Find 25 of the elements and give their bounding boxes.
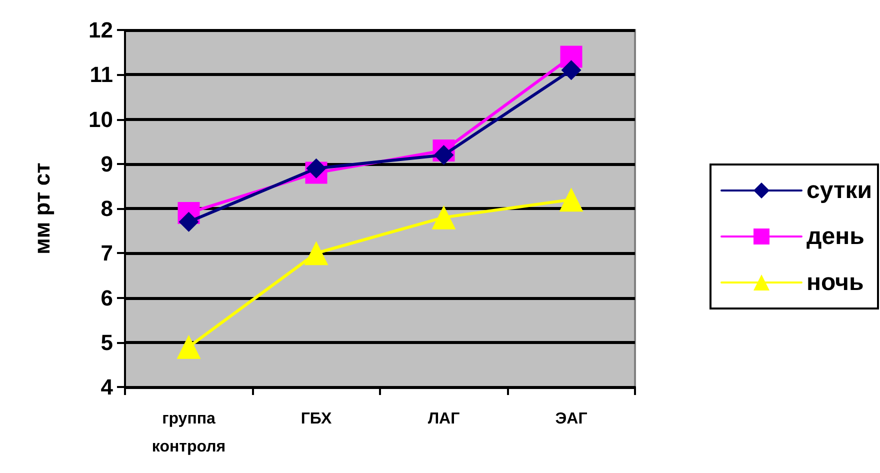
legend-label: ночь: [806, 269, 864, 296]
point: [178, 212, 199, 232]
x-tick-label: ГБХ: [300, 410, 332, 428]
point: [561, 60, 582, 80]
point: [304, 241, 328, 266]
x-tick-label: ЭАГ: [555, 410, 588, 428]
y-tick-label: 5: [100, 330, 113, 355]
legend-label: сутки: [806, 177, 872, 204]
y-tick-label: 6: [100, 285, 113, 310]
point: [432, 205, 456, 230]
y-tick-label: 11: [90, 62, 113, 88]
point: [176, 334, 201, 359]
legend-label: день: [806, 223, 864, 250]
y-tick-label: 4: [100, 374, 114, 400]
point: [559, 188, 584, 212]
y-tick-label: 12: [88, 18, 113, 42]
y-tick-label: 7: [100, 240, 113, 266]
y-tick-label: 8: [100, 196, 113, 221]
point: [434, 144, 454, 165]
y-axis-title: мм рт ст: [30, 162, 54, 254]
y-tick-label: 10: [88, 106, 113, 132]
x-tick-label: ЛАГ: [428, 410, 460, 428]
x-tick-label: группа контроля: [152, 410, 226, 456]
y-tick-label: 9: [100, 151, 113, 176]
point: [306, 158, 326, 178]
